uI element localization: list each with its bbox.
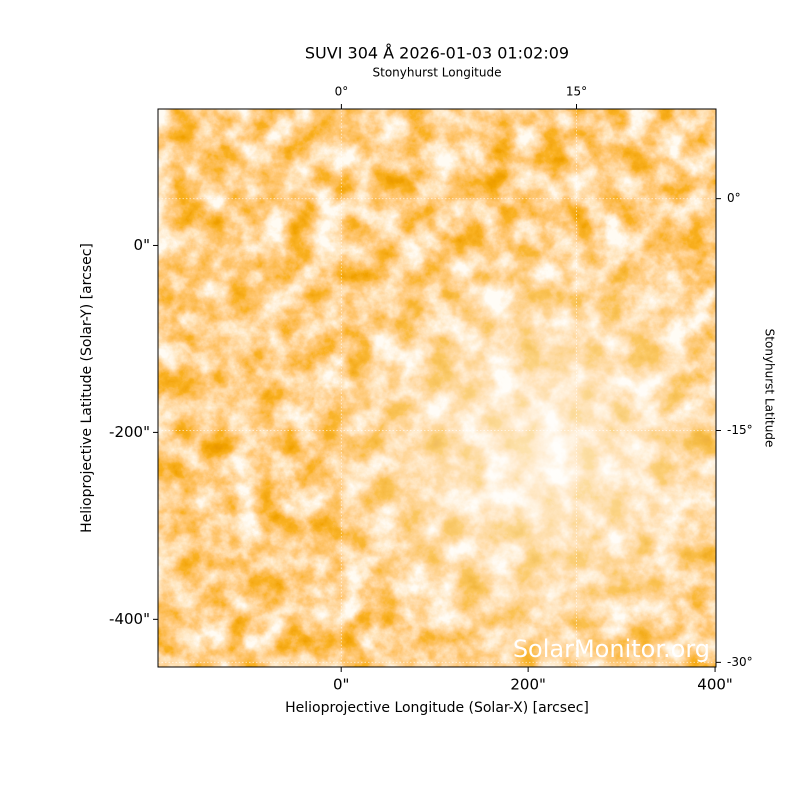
chart-title: SUVI 304 Å 2026-01-03 01:02:09 xyxy=(305,44,569,63)
y-axis-label: Helioprojective Latitude (Solar-Y) [arcs… xyxy=(79,243,95,533)
y2-tick-label: 0° xyxy=(727,191,741,205)
y-tick-label: -200" xyxy=(109,423,150,441)
x2-axis-label: Stonyhurst Longitude xyxy=(373,66,502,80)
y2-tick-label: -30° xyxy=(727,655,753,669)
solar-image xyxy=(158,109,716,667)
x-axis-label: Helioprojective Longitude (Solar-X) [arc… xyxy=(285,700,589,716)
x-tick-label: 400" xyxy=(697,676,733,694)
y-tick-label: -400" xyxy=(109,610,150,628)
x2-tick-label: 15° xyxy=(566,85,587,99)
x2-tick-label: 0° xyxy=(335,85,349,99)
y-tick-label: 0" xyxy=(134,236,150,254)
watermark: SolarMonitor.org xyxy=(513,635,710,663)
plot-frame xyxy=(157,108,717,668)
y2-tick-label: -15° xyxy=(727,423,753,437)
y2-axis-label: Stonyhurst Latitude xyxy=(763,329,777,448)
x-tick-label: 0" xyxy=(333,676,349,694)
x-tick-label: 200" xyxy=(510,676,546,694)
